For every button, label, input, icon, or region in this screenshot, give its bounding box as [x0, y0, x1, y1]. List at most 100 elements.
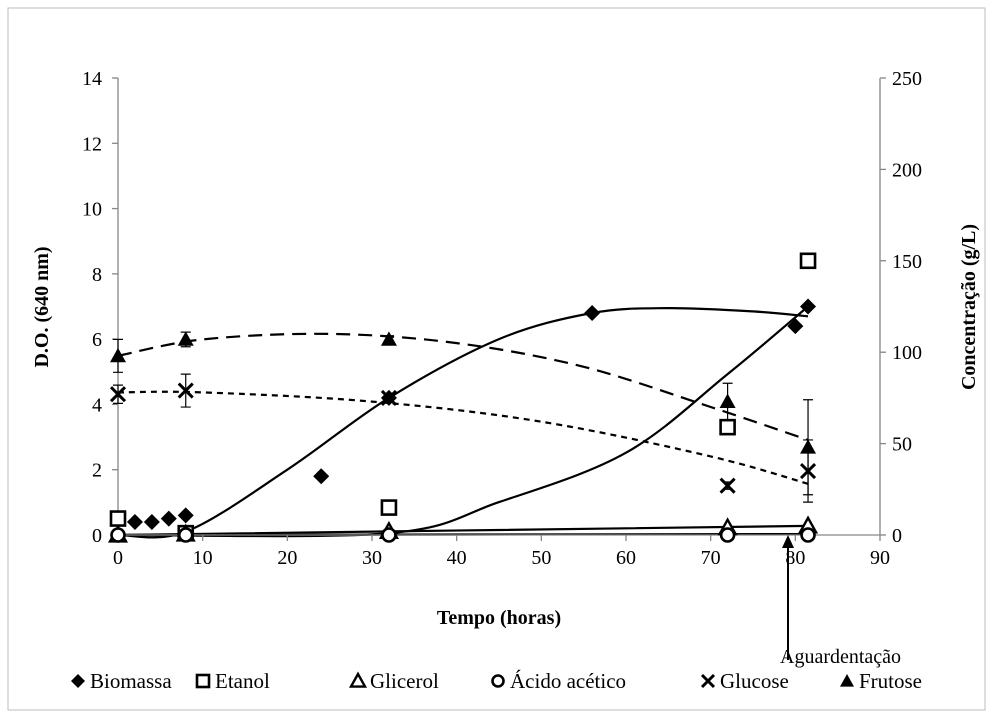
x-tick-label: 30: [362, 547, 382, 569]
data-point--cido-ac-tico: [177, 527, 194, 543]
annotation-label: Aguardentação: [780, 646, 901, 668]
marker-shape: [800, 439, 817, 454]
chart-border: [7, 7, 986, 711]
data-point--cido-ac-tico: [110, 527, 126, 543]
marker-shape: [143, 513, 160, 530]
marker-shape: [800, 527, 816, 543]
data-point--cido-ac-tico: [800, 527, 816, 543]
legend-marker: [71, 674, 85, 688]
data-point-etanol: [109, 510, 127, 527]
x-tick-label: 20: [277, 547, 297, 569]
legend-item: Biomassa: [71, 669, 172, 693]
y-axis-title: D.O. (640 nm): [31, 246, 53, 367]
y2-tick-label: 150: [892, 251, 922, 273]
legend-label: Ácido acético: [510, 669, 626, 693]
fit-curve-etanol: [117, 305, 809, 538]
y2-tick-label: 200: [892, 159, 922, 181]
data-point-biomassa: [800, 298, 817, 315]
legend-item: Frutose: [840, 669, 922, 693]
marker-shape: [719, 477, 736, 494]
x-tick-label: 90: [870, 547, 890, 569]
data-point-frutose: [177, 331, 194, 346]
data-point-biomassa: [177, 507, 194, 524]
x-tick-label: 0: [113, 547, 123, 569]
marker-shape: [491, 674, 505, 688]
data-point-glucose: [109, 386, 127, 403]
marker-shape: [719, 527, 736, 543]
y2-tick-label: 50: [892, 434, 912, 456]
data-point-frutose: [800, 439, 817, 454]
marker-shape: [584, 305, 601, 322]
marker-shape: [110, 527, 126, 543]
legend-label: Etanol: [215, 669, 270, 693]
data-point-biomassa: [160, 510, 177, 527]
data-point-biomassa: [126, 513, 143, 530]
legend-marker: [491, 674, 505, 688]
marker-shape: [348, 671, 368, 688]
fit-curve-frutose: [117, 332, 809, 441]
data-point-biomassa: [143, 513, 160, 530]
marker-shape: [799, 252, 817, 270]
marker-shape: [381, 527, 397, 543]
data-point-frutose: [110, 347, 126, 363]
data-point--cido-ac-tico: [381, 527, 397, 543]
y2-tick-label: 0: [892, 525, 902, 547]
fit-curve-biomassa: [117, 306, 809, 539]
legend-marker: [195, 673, 211, 689]
data-point-biomassa: [787, 318, 804, 335]
marker-shape: [719, 393, 736, 408]
legend-marker: [348, 671, 368, 688]
marker-shape: [800, 298, 817, 315]
marker-shape: [109, 386, 127, 403]
data-point-glucose: [380, 389, 397, 406]
data-point-glucose: [719, 477, 736, 494]
data-point-etanol: [799, 252, 817, 270]
marker-shape: [840, 674, 854, 687]
y-tick-label: 14: [82, 68, 102, 90]
legend-item: Etanol: [195, 669, 270, 693]
legend-label: Frutose: [859, 669, 922, 693]
data-point-frutose: [380, 331, 397, 346]
data-point--cido-ac-tico: [719, 527, 736, 543]
marker-shape: [177, 382, 194, 399]
legend-marker: [700, 673, 716, 689]
y-tick-label: 6: [92, 329, 102, 351]
marker-shape: [700, 673, 716, 689]
marker-shape: [177, 527, 194, 543]
data-point-biomassa: [584, 305, 601, 322]
data-marks: [107, 252, 819, 543]
y2-axis-title: Concentração (g/L): [958, 224, 980, 390]
y2-tick-label: 100: [892, 342, 922, 364]
x-tick-label: 70: [701, 547, 721, 569]
x-tick-label: 10: [193, 547, 213, 569]
y-tick-label: 10: [82, 199, 102, 221]
marker-shape: [380, 499, 398, 516]
marker-shape: [177, 331, 194, 346]
x-tick-label: 50: [531, 547, 551, 569]
legend-item: Ácido acético: [491, 669, 626, 693]
y2-tick-label: 250: [892, 68, 922, 90]
marker-shape: [160, 510, 177, 527]
marker-shape: [787, 318, 804, 335]
marker-shape: [109, 510, 127, 527]
y-tick-label: 8: [92, 264, 102, 286]
y-tick-label: 2: [92, 460, 102, 482]
data-point-etanol: [380, 499, 398, 516]
data-point-frutose: [719, 393, 736, 408]
y-tick-label: 12: [82, 133, 102, 155]
legend-item: Glicerol: [348, 669, 439, 693]
data-point-glucose: [177, 382, 194, 399]
data-point-biomassa: [313, 468, 330, 485]
legend-marker: [840, 674, 854, 687]
marker-shape: [719, 418, 736, 436]
marker-shape: [126, 513, 143, 530]
marker-shape: [177, 507, 194, 524]
legend-label: Biomassa: [90, 669, 172, 693]
legend-item: Glucose: [700, 669, 789, 693]
marker-shape: [313, 468, 330, 485]
fit-curve-glucose: [117, 390, 809, 485]
y-tick-label: 0: [92, 525, 102, 547]
y-tick-label: 4: [92, 394, 102, 416]
legend: Biomassa Etanol Glicerol Ácido acético Gluco…: [71, 669, 922, 693]
